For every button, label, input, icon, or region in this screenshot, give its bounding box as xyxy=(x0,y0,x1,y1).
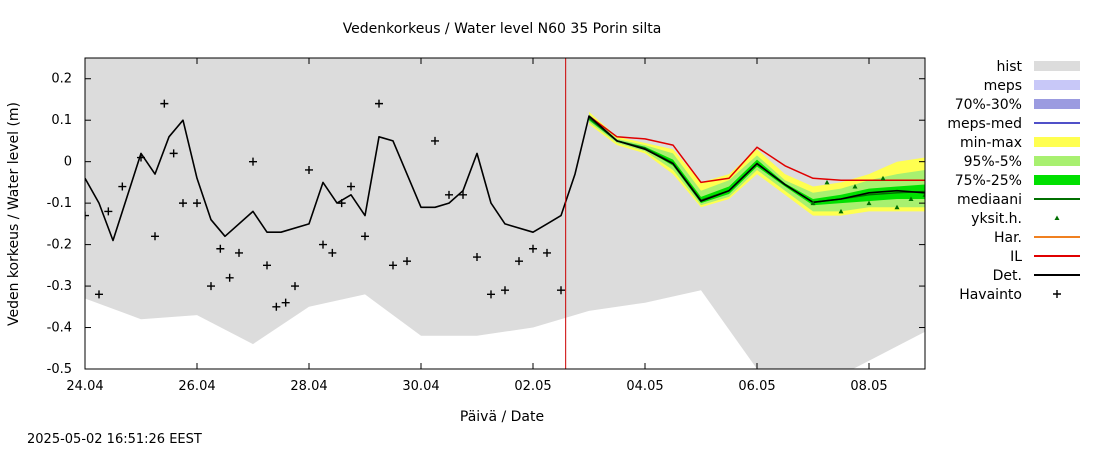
timestamp: 2025-05-02 16:51:26 EEST xyxy=(27,432,202,447)
observation-point xyxy=(225,273,234,282)
x-tick-label: 30.04 xyxy=(402,379,439,394)
observation-point xyxy=(104,207,113,216)
p75-25-band xyxy=(589,116,925,206)
y-tick-label: -0.3 xyxy=(47,279,72,294)
observation-point xyxy=(529,244,537,253)
observation-point xyxy=(445,190,453,199)
legend-label-obs: Havainto xyxy=(959,287,1022,303)
legend-swatch-meps xyxy=(1034,80,1080,90)
single-member-point xyxy=(922,192,925,197)
single-member-point xyxy=(894,204,900,210)
legend-label-single: yksit.h. xyxy=(971,211,1022,227)
x-tick-label: 24.04 xyxy=(66,379,103,394)
observation-point xyxy=(319,240,327,249)
observation-point xyxy=(281,298,290,307)
legend-label-il: IL xyxy=(1010,249,1022,265)
y-tick-label: 0 xyxy=(64,155,72,170)
x-tick-label: 06.05 xyxy=(738,379,775,394)
y-tick-label: 0.2 xyxy=(51,72,72,87)
y-axis-label: Veden korkeus / Water level (m) xyxy=(6,102,22,326)
legend-label-p7525: 75%-25% xyxy=(955,173,1022,189)
observation-point xyxy=(216,244,225,253)
observation-point xyxy=(459,190,467,199)
single-member-point xyxy=(866,200,872,206)
observation-point xyxy=(328,248,337,257)
x-tick-label: 08.05 xyxy=(850,379,887,394)
observation-point xyxy=(272,302,281,311)
legend-label-meps: meps xyxy=(984,78,1022,94)
observation-point xyxy=(85,211,89,220)
observation-point xyxy=(473,253,481,262)
observation-point xyxy=(431,136,439,145)
observation-point xyxy=(487,290,495,299)
observation-point xyxy=(361,232,369,241)
plot-area xyxy=(85,58,925,369)
observation-point xyxy=(543,248,551,257)
observation-point xyxy=(389,261,397,270)
observation-point xyxy=(291,282,299,291)
observation-point xyxy=(249,157,257,166)
single-member-point xyxy=(880,175,886,181)
plot-series xyxy=(85,58,925,369)
observation-point xyxy=(179,199,187,208)
observation-point xyxy=(151,232,159,241)
legend-label-hist: hist xyxy=(996,59,1022,75)
observation-point xyxy=(118,182,127,191)
y-tick-label: -0.2 xyxy=(47,238,72,253)
hist-band xyxy=(85,58,925,369)
observation-point xyxy=(207,282,215,291)
observation-point xyxy=(160,99,169,108)
y-tick-label: -0.1 xyxy=(47,196,72,211)
single-member-point xyxy=(852,184,858,189)
legend-label-minmax: min-max xyxy=(960,135,1022,151)
observation-point xyxy=(193,199,201,208)
observation-point xyxy=(169,149,178,158)
x-tick-label: 28.04 xyxy=(290,379,327,394)
legend-label-median: mediaani xyxy=(957,192,1022,208)
x-tick-label: 02.05 xyxy=(514,379,551,394)
legend-label-p955: 95%-5% xyxy=(964,154,1022,170)
observation-point xyxy=(375,99,383,108)
legend-label-det: Det. xyxy=(993,268,1022,284)
x-axis-label: Päivä / Date xyxy=(460,409,544,425)
legend-swatch-meps7030 xyxy=(1034,99,1080,109)
observation-point xyxy=(95,290,103,299)
plot-frame xyxy=(84,57,926,370)
x-tick-label: 26.04 xyxy=(178,379,215,394)
observation-point xyxy=(501,286,509,295)
observation-point xyxy=(305,165,313,174)
legend-swatch-single xyxy=(1054,215,1060,220)
legend-swatch-p955 xyxy=(1034,156,1080,166)
legend-label-meps7030: 70%-30% xyxy=(955,97,1022,113)
legend: hist meps 70%-30% meps-med min-max 95%-5% 75%-… xyxy=(947,59,1080,303)
single-member-point xyxy=(810,200,816,206)
observation-point xyxy=(137,153,145,162)
single-member-point xyxy=(908,196,914,201)
observation-point xyxy=(347,182,355,191)
legend-label-har: Har. xyxy=(994,230,1022,246)
legend-swatch-hist xyxy=(1034,61,1080,71)
observation-point xyxy=(515,257,523,266)
observation-point xyxy=(557,286,565,295)
observation-point xyxy=(403,257,411,266)
axes: -0.5 -0.4 -0.3 -0.2 -0.1 0 0.1 0.2 24.04 26.04 28.… xyxy=(47,57,926,394)
observation-point xyxy=(263,261,271,270)
chart-title: Vedenkorkeus / Water level N60 35 Porin … xyxy=(343,21,662,37)
legend-swatch-p7525 xyxy=(1034,175,1080,185)
x-tick-label: 04.05 xyxy=(626,379,663,394)
y-tick-label: -0.4 xyxy=(47,321,72,336)
legend-swatch-obs xyxy=(1053,290,1061,298)
legend-swatch-minmax xyxy=(1034,137,1080,147)
y-tick-label: 0.1 xyxy=(51,113,72,128)
observation-point xyxy=(235,248,243,257)
single-member-point xyxy=(824,179,830,185)
single-member-point xyxy=(838,208,844,214)
legend-label-mepsmed: meps-med xyxy=(947,116,1022,132)
det-line xyxy=(85,115,925,242)
y-tick-label: -0.5 xyxy=(47,362,72,377)
il-line xyxy=(588,115,925,184)
observation-point xyxy=(337,199,346,208)
